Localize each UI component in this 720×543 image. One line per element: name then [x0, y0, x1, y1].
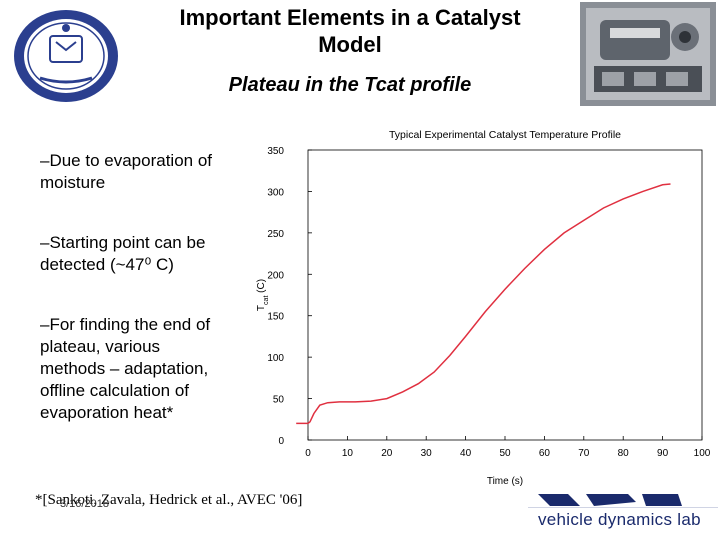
bullet-evaporation: –Due to evaporation of moisture — [40, 150, 212, 194]
slide-title: Important Elements in a Catalyst Model — [120, 4, 580, 58]
engine-photo-icon — [580, 2, 716, 106]
temperature-chart-svg: Typical Experimental Catalyst Temperatur… — [256, 129, 711, 487]
date-stamp: 3/16/2018 — [60, 498, 109, 510]
slide-subtitle: Plateau in the Tcat profile — [228, 74, 472, 96]
y-tick-label: 350 — [267, 146, 284, 157]
bullet-plateau-end: –For finding the end of plateau, various… — [40, 314, 210, 424]
y-tick-label: 250 — [267, 229, 284, 240]
x-tick-label: 0 — [305, 448, 311, 459]
slide-title-line1: Important Elements in a Catalyst — [179, 5, 521, 30]
chart-title: Typical Experimental Catalyst Temperatur… — [389, 129, 621, 141]
bullet-line: methods – adaptation, — [40, 359, 209, 378]
vdl-logo-icon — [528, 490, 718, 538]
bullet-line: moisture — [40, 173, 106, 192]
bullet-line: plateau, various — [40, 337, 161, 356]
bullet-line: –Due to evaporation of — [40, 151, 213, 170]
x-tick-label: 80 — [618, 448, 630, 459]
x-tick-label: 20 — [381, 448, 393, 459]
x-tick-label: 10 — [342, 448, 354, 459]
temperature-chart: Typical Experimental Catalyst Temperatur… — [240, 120, 720, 492]
vdl-logo-text: vehicle dynamics lab — [538, 510, 701, 529]
y-tick-group: 0 50 100 150 200 250 300 350 — [267, 146, 312, 447]
footnote: *[Sankoti, Zavala, Hedrick et al., AVEC … — [35, 492, 303, 508]
y-tick-label: 200 — [267, 270, 284, 281]
bullet-line: –For finding the end of — [40, 315, 211, 334]
y-tick-label: 100 — [267, 353, 284, 364]
plot-frame — [307, 149, 703, 441]
y-tick-label: 150 — [267, 312, 284, 323]
x-tick-group: 0 10 20 30 40 50 60 70 80 90 100 — [305, 436, 711, 459]
bullet-line: evaporation heat* — [40, 403, 174, 422]
y-tick-label: 300 — [267, 187, 284, 198]
slide-title-line2: Model — [318, 32, 382, 57]
x-tick-label: 60 — [539, 448, 551, 459]
y-axis-label: Tcat (C) — [256, 279, 270, 311]
y-tick-label: 50 — [273, 395, 285, 406]
x-tick-label: 40 — [460, 448, 472, 459]
bullet-starting-point: –Starting point can be detected (~47⁰ C) — [40, 232, 205, 276]
x-tick-label: 30 — [421, 448, 433, 459]
x-tick-label: 50 — [499, 448, 511, 459]
x-tick-label: 100 — [694, 448, 711, 459]
y-tick-label: 0 — [278, 436, 284, 447]
university-seal-icon — [10, 6, 122, 106]
bullet-line: –Starting point can be — [40, 233, 206, 252]
x-axis-label: Time (s) — [487, 476, 523, 487]
bullet-line: detected (~47⁰ C) — [40, 255, 174, 274]
x-tick-label: 70 — [578, 448, 590, 459]
x-tick-label: 90 — [657, 448, 669, 459]
temperature-series-line — [296, 183, 671, 425]
bullet-line: offline calculation of — [40, 381, 190, 400]
